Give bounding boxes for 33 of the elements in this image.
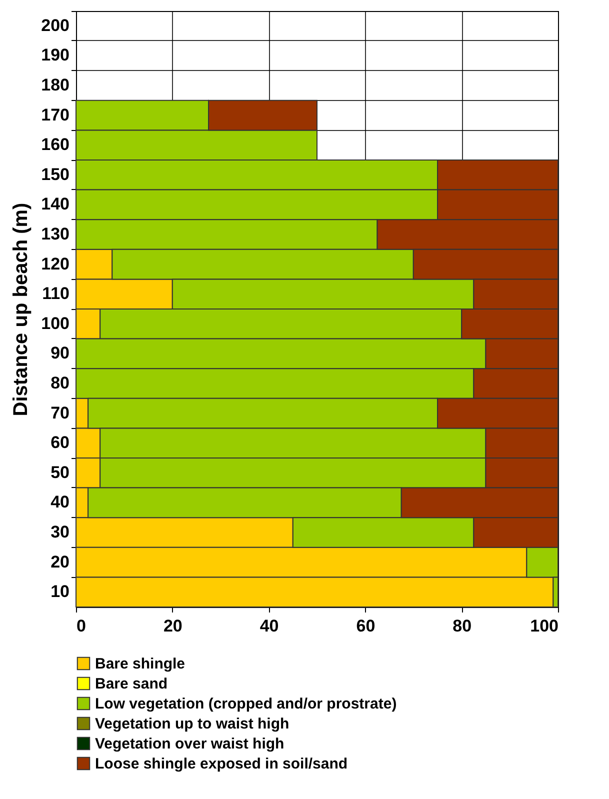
y-tick-label: 160 [41,135,70,154]
y-tick-label: 40 [50,492,70,512]
y-tick-label: 10 [50,582,70,602]
x-tick-label: 60 [356,616,376,636]
y-tick-label: 20 [50,552,70,572]
y-tick-label: 130 [41,224,70,244]
y-tick-label: 110 [42,284,70,304]
y-tick-label: 140 [41,194,70,214]
legend-label: Low vegetation (cropped and/or prostrate) [95,696,397,712]
x-tick-label: 80 [452,616,472,636]
y-axis-title: Distance up beach (m) [10,202,32,416]
legend-label: Loose shingle exposed in soil/sand [95,756,348,772]
y-tick-label: 170 [41,105,70,124]
legend-label: Bare sand [95,676,168,692]
legend-label: Vegetation up to waist high [95,716,290,732]
y-tick-label: 190 [41,46,70,65]
y-tick-label: 30 [50,522,70,542]
y-tick-label: 80 [50,374,70,392]
y-tick-label: 90 [50,344,70,363]
x-tick-label: 0 [76,616,86,636]
x-tick-label: 40 [260,616,279,636]
y-tick-label: 200 [41,16,70,35]
y-tick-label: 60 [50,433,70,452]
y-tick-label: 120 [41,254,70,274]
legend-label: Vegetation over waist high [95,736,284,752]
legend-label: Bare shingle [95,656,186,672]
y-tick-label: 50 [50,462,70,482]
y-tick-label: 180 [41,76,70,94]
y-tick-label: 100 [41,314,70,333]
x-tick-label: 20 [163,616,182,636]
y-tick-label: 70 [50,403,70,422]
x-tick-label: 100 [530,616,558,636]
y-tick-label: 150 [41,164,70,184]
